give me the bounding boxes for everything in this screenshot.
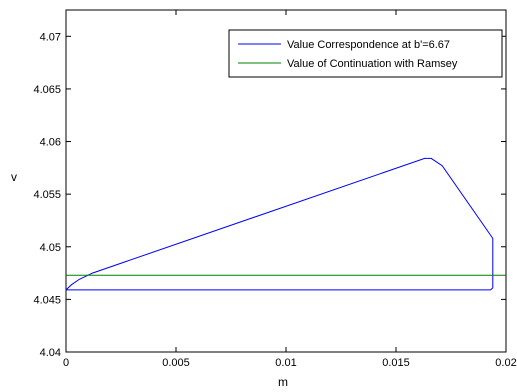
x-axis-ticks: 0 0.005 0.01 0.015 0.02 bbox=[63, 10, 517, 369]
y-axis-ticks: 4.04 4.045 4.05 4.055 4.06 4.065 4.07 bbox=[33, 31, 506, 359]
legend-box bbox=[228, 29, 503, 78]
x-tick-label: 0.015 bbox=[382, 357, 410, 369]
series-line-correspondence bbox=[65, 157, 494, 291]
x-tick-label: 0.005 bbox=[162, 357, 190, 369]
x-tick-label: 0.02 bbox=[495, 357, 516, 369]
y-tick-label: 4.045 bbox=[33, 294, 61, 306]
y-tick-label: 4.04 bbox=[40, 347, 61, 359]
y-tick-label: 4.065 bbox=[33, 84, 61, 96]
legend: Value Correspondence at b'=6.67 Value of… bbox=[228, 29, 503, 78]
legend-label-ramsey: Value of Continuation with Ramsey bbox=[287, 58, 458, 70]
y-tick-label: 4.06 bbox=[40, 137, 61, 149]
y-tick-label: 4.07 bbox=[40, 31, 61, 43]
x-axis-label: m bbox=[278, 375, 288, 389]
y-tick-label: 4.05 bbox=[40, 242, 61, 254]
y-tick-label: 4.055 bbox=[33, 189, 61, 201]
y-axis-label: v bbox=[11, 170, 17, 184]
series-layer bbox=[65, 157, 506, 291]
x-tick-label: 0 bbox=[63, 357, 69, 369]
x-tick-label: 0.01 bbox=[275, 357, 296, 369]
legend-label-correspondence: Value Correspondence at b'=6.67 bbox=[287, 39, 450, 51]
